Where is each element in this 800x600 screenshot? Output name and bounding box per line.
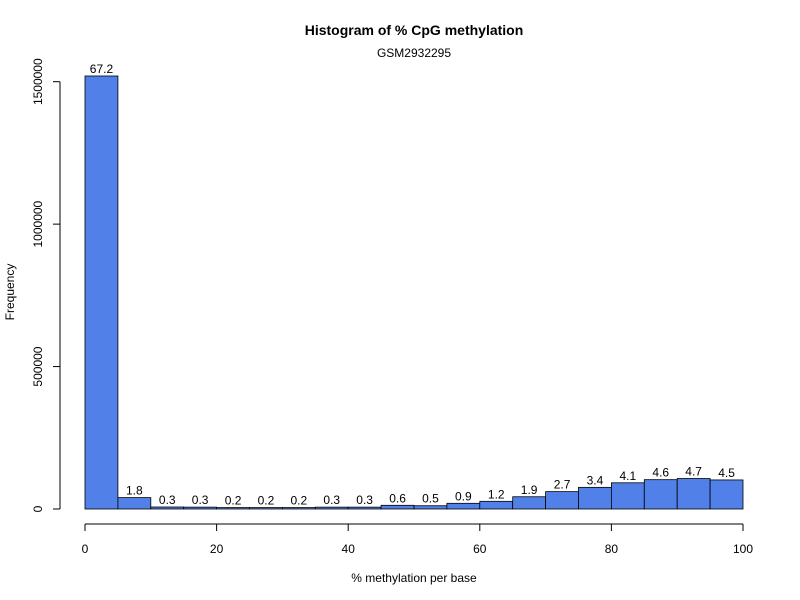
histogram-bar [314,506,349,510]
histogram-bar [281,507,316,510]
bar-data-label: 0.2 [258,494,275,508]
y-tick-label: 500000 [31,346,45,386]
histogram-bar [709,479,744,510]
histogram-bar [183,506,217,510]
x-axis-label: % methylation per base [351,571,477,585]
histogram-bar [380,504,415,510]
y-ticks-group: 0 500000 1000000 1500000 [31,58,60,512]
bar-data-label: 0.3 [323,493,340,507]
bar-data-label: 0.9 [455,489,472,503]
y-tick-label: 0 [31,505,45,512]
histogram-bar [446,502,481,510]
x-tick-label: 60 [473,542,487,556]
bar-data-label: 1.8 [126,484,143,498]
x-ticks-group: 0 20 40 60 80 100 [82,524,753,556]
bar-data-label: 4.5 [718,466,735,480]
x-tick-label: 100 [733,542,753,556]
histogram-bar [413,505,448,510]
y-tick-label: 1000000 [31,200,45,247]
histogram-bar [249,507,283,510]
histogram-bar [611,482,645,510]
bar-data-label: 4.6 [652,466,669,480]
bar-data-label: 0.2 [291,494,308,508]
y-tick-label: 1500000 [31,58,45,105]
chart-subtitle: GSM2932295 [377,46,451,60]
bar-data-label: 0.6 [389,491,406,505]
y-axis: 0 500000 1000000 1500000 [31,58,61,512]
x-tick-label: 0 [82,542,89,556]
x-tick-label: 80 [605,542,619,556]
x-axis: 0 20 40 60 80 100 [82,523,753,556]
bar-data-label: 4.7 [685,465,702,479]
bar-data-label: 0.5 [422,492,439,506]
bar-data-label: 0.3 [159,493,176,507]
bars-group [84,75,744,510]
histogram-bar [643,479,678,510]
histogram-bar [150,506,185,510]
bar-data-label: 0.2 [225,494,242,508]
bar-data-label: 4.1 [620,469,637,483]
bar-labels-group: 67.2 1.8 0.3 0.3 0.2 0.2 0.2 0.3 0.3 0.6 0.5 0.9 1.2… [90,62,735,508]
histogram-bar [84,75,119,510]
bar-data-label: 67.2 [90,62,114,76]
bar-data-label: 3.4 [587,473,604,487]
bar-data-label: 1.9 [521,483,538,497]
histogram-bar [479,500,514,510]
x-tick-label: 20 [210,542,224,556]
bar-data-label: 1.2 [488,487,505,501]
histogram-bar [545,491,579,510]
chart-title: Histogram of % CpG methylation [305,22,524,38]
bar-data-label: 2.7 [554,478,571,492]
x-tick-label: 40 [342,542,356,556]
bar-data-label: 0.3 [192,493,209,507]
y-axis-label: Frequency [3,264,17,321]
histogram-bar [347,506,382,510]
bar-data-label: 0.3 [356,493,373,507]
histogram-bar [117,497,152,510]
histogram-bar [512,496,547,510]
histogram-bar [676,478,711,510]
histogram-bar [578,486,612,510]
histogram-bar [216,507,250,510]
